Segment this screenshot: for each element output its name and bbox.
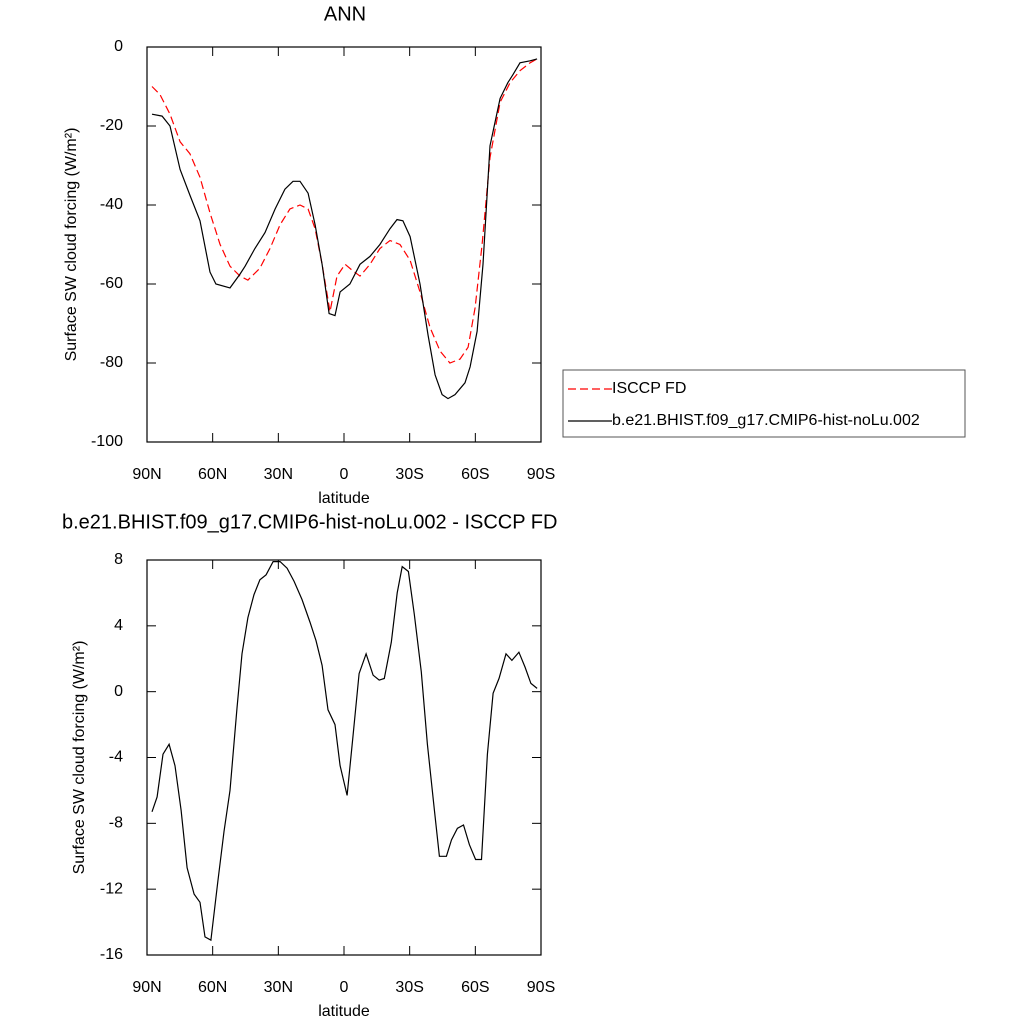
x-tick-label: 60S: [461, 466, 489, 483]
y-tick-label: -12: [100, 880, 123, 897]
series-line: [151, 561, 538, 942]
x-tick-label: 0: [340, 979, 349, 996]
y-tick-label: -40: [100, 196, 123, 213]
x-tick-label: 90N: [132, 979, 161, 996]
x-tick-label: 30N: [264, 979, 293, 996]
y-tick-label: 4: [114, 617, 123, 634]
y-tick-label: -8: [109, 815, 123, 832]
x-tick-label: 60N: [198, 466, 227, 483]
y-tick-label: 0: [114, 38, 123, 55]
legend-box: [562, 369, 966, 438]
x-tick-label: 30N: [264, 466, 293, 483]
x-tick-label: 0: [340, 466, 349, 483]
x-tick-label: 30S: [395, 979, 423, 996]
plot-frame: [146, 46, 542, 443]
y-axis-label: Surface SW cloud forcing (W/m²): [71, 641, 88, 875]
x-tick-label: 30S: [395, 466, 423, 483]
x-axis-label: latitude: [318, 1003, 370, 1020]
x-axis-label: latitude: [318, 490, 370, 507]
y-tick-label: -20: [100, 117, 123, 134]
y-tick-label: -60: [100, 275, 123, 292]
y-axis-label: Surface SW cloud forcing (W/m²): [63, 128, 80, 362]
y-tick-label: -4: [109, 749, 123, 766]
y-tick-label: 8: [114, 551, 123, 568]
y-tick-label: -100: [91, 433, 123, 450]
x-tick-label: 90S: [527, 979, 555, 996]
plot-frame: [146, 559, 542, 956]
chart-title: b.e21.BHIST.f09_g17.CMIP6-hist-noLu.002 …: [62, 511, 557, 533]
series-line: [151, 58, 538, 400]
y-tick-label: 0: [114, 683, 123, 700]
y-tick-label: -16: [100, 946, 123, 963]
x-tick-label: 60N: [198, 979, 227, 996]
x-tick-label: 60S: [461, 979, 489, 996]
legend-label: b.e21.BHIST.f09_g17.CMIP6-hist-noLu.002: [612, 412, 920, 429]
legend-label: ISCCP FD: [612, 380, 686, 397]
chart-title: ANN: [324, 3, 366, 25]
x-tick-label: 90N: [132, 466, 161, 483]
series-line: [151, 58, 538, 364]
x-tick-label: 90S: [527, 466, 555, 483]
y-tick-label: -80: [100, 354, 123, 371]
